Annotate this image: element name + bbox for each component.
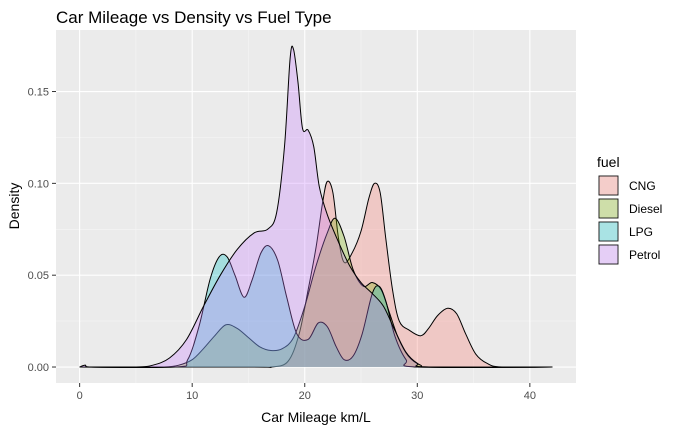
legend-swatch-lpg: [598, 221, 619, 242]
legend-label-diesel: Diesel: [629, 202, 662, 216]
legend-swatch-diesel: [598, 198, 619, 219]
legend: fuel CNG Diesel LPG Petrol: [597, 154, 662, 265]
legend-key-bg: [598, 175, 619, 196]
y-tick-label: 0.10: [28, 178, 49, 190]
y-axis: 0.00 0.05 0.10 0.15: [28, 87, 56, 374]
y-tick-label: 0.15: [28, 87, 49, 99]
plot-panel: [56, 30, 576, 383]
density-series: [79, 45, 553, 369]
legend-key-bg: [598, 244, 619, 265]
x-tick-label: 0: [77, 390, 83, 402]
legend-title: fuel: [597, 154, 620, 170]
density-area-petrol: [79, 46, 553, 368]
legend-label-cng: CNG: [629, 179, 656, 193]
density-outline-cng: [79, 180, 553, 368]
y-tick-label: 0.05: [28, 270, 49, 282]
density-outline-diesel: [79, 217, 553, 368]
density-outline-petrol: [79, 45, 553, 368]
x-axis: 0 10 20 30 40: [77, 383, 536, 402]
y-tick-label: 0.00: [28, 362, 49, 374]
x-tick-label: 30: [411, 390, 423, 402]
density-outline-lpg: [79, 245, 553, 369]
legend-swatch-cng: [598, 175, 619, 196]
x-tick-label: 40: [524, 390, 536, 402]
legend-key-bg: [598, 221, 619, 242]
legend-label-lpg: LPG: [629, 225, 653, 239]
chart-title: Car Mileage vs Density vs Fuel Type: [56, 8, 332, 27]
legend-label-petrol: Petrol: [629, 248, 660, 262]
x-tick-label: 10: [186, 390, 198, 402]
grid-lines: [56, 30, 576, 383]
y-axis-title: Density: [6, 183, 22, 230]
x-tick-label: 20: [299, 390, 311, 402]
density-area-lpg: [79, 245, 553, 368]
x-axis-title: Car Mileage km/L: [261, 409, 371, 425]
legend-key-bg: [598, 198, 619, 219]
density-area-diesel: [79, 218, 553, 368]
legend-swatch-petrol: [598, 244, 619, 265]
